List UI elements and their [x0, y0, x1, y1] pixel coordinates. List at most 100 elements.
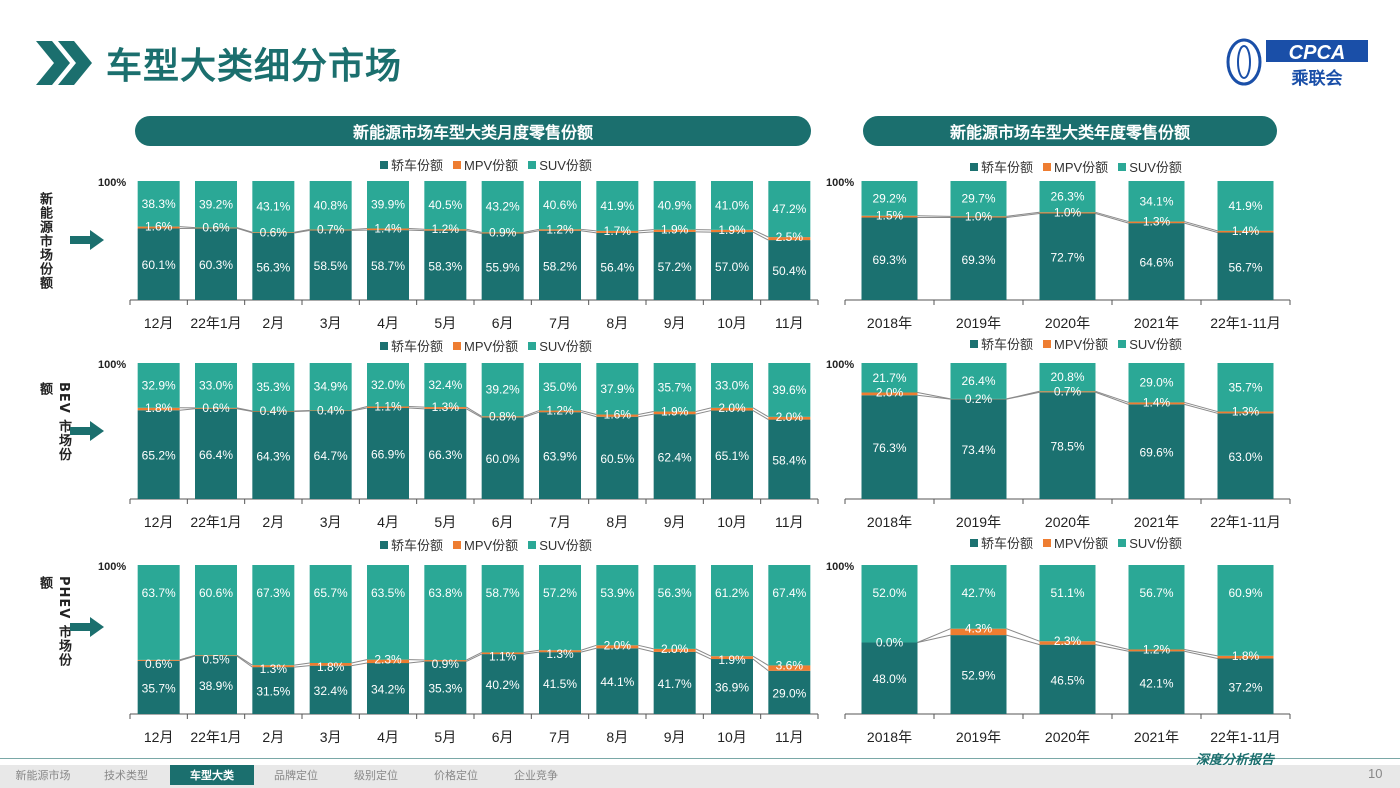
bar-segment-car [367, 408, 409, 499]
data-label-mpv: 1.4% [1143, 395, 1171, 409]
bar-segment-mpv [137, 226, 180, 229]
bar-segment-suv [137, 565, 180, 660]
data-label-mpv: 0.7% [317, 223, 345, 237]
bar-segment-mpv [252, 232, 295, 234]
bar-segment-car [539, 230, 581, 300]
nav-item-class[interactable]: 级别定位 [354, 769, 398, 782]
data-label-suv: 41.0% [715, 198, 749, 212]
data-label-car: 32.4% [314, 684, 348, 698]
data-label-suv: 53.9% [600, 586, 634, 600]
data-label-mpv: 0.8% [489, 409, 517, 423]
bar-segment-mpv [653, 648, 696, 652]
x-tick-label: 2月 [262, 729, 284, 745]
legend-monthly-bev: 轿车份额 MPV份额 SUV份额 [380, 336, 592, 355]
bar-segment-suv [768, 181, 811, 238]
bar-segment-suv [481, 181, 524, 233]
x-tick-label: 2018年 [867, 315, 912, 331]
data-label-suv: 63.7% [142, 586, 176, 600]
bar-segment-mpv [1039, 391, 1096, 393]
legend-monthly-phev: 轿车份额 MPV份额 SUV份额 [380, 535, 592, 554]
data-label-car: 58.3% [428, 259, 462, 273]
data-label-suv: 34.9% [314, 380, 348, 394]
data-label-suv: 40.9% [658, 198, 692, 212]
data-label-car: 46.5% [1050, 673, 1084, 687]
nav-item-vehicle-type[interactable]: 车型大类 [170, 765, 254, 785]
data-label-suv: 58.7% [486, 586, 520, 600]
arrow-right-icon [70, 617, 104, 637]
nav-item-price[interactable]: 价格定位 [434, 769, 478, 782]
nav-item-nev-market[interactable]: 新能源市场 [15, 769, 71, 782]
data-label-car: 57.2% [658, 260, 692, 274]
series-connector-mpv [752, 229, 769, 238]
bar-segment-mpv [137, 659, 180, 661]
data-label-mpv: 0.0% [876, 635, 904, 649]
nav-item-tech-type[interactable]: 技术类型 [104, 769, 148, 782]
bar-segment-car [596, 232, 639, 300]
legend-item-suv: SUV份额 [1118, 334, 1182, 353]
data-label-car: 66.4% [199, 448, 233, 462]
nav-item-competition[interactable]: 企业竞争 [514, 769, 558, 782]
data-label-mpv: 1.9% [661, 405, 689, 419]
bar-segment-suv [367, 363, 409, 407]
data-label-suv: 61.2% [715, 586, 749, 600]
bar-segment-mpv [252, 665, 295, 668]
data-label-suv: 26.4% [961, 374, 995, 388]
data-label-car: 57.0% [715, 260, 749, 274]
bar-segment-mpv [481, 416, 524, 418]
x-tick-label: 2018年 [867, 514, 912, 530]
data-label-suv: 52.0% [872, 586, 906, 600]
data-label-suv: 37.9% [600, 382, 634, 396]
bar-segment-car [309, 411, 352, 499]
bar-segment-suv [653, 565, 696, 649]
series-connector-mpv [695, 648, 712, 657]
series-connector-car [294, 410, 310, 413]
x-tick-label: 22年1-11月 [1210, 315, 1281, 331]
bar-segment-suv [711, 181, 753, 230]
x-tick-label: 7月 [549, 729, 571, 745]
bar-segment-suv [861, 565, 918, 643]
x-tick-label: 8月 [606, 514, 628, 530]
bar-segment-car [137, 228, 180, 300]
bar-segment-mpv [1039, 212, 1096, 214]
series-connector-mpv [466, 406, 482, 417]
bar-segment-mpv [309, 410, 352, 412]
bar-segment-car [1217, 232, 1274, 300]
data-label-car: 58.7% [371, 259, 405, 273]
data-label-mpv: 0.4% [260, 404, 288, 418]
bar-segment-car [424, 230, 467, 300]
data-label-mpv: 1.1% [374, 400, 402, 414]
data-label-suv: 38.3% [142, 197, 176, 211]
data-label-car: 60.5% [600, 452, 634, 466]
series-connector-mpv [752, 655, 769, 666]
data-label-suv: 42.7% [961, 586, 995, 600]
bar-segment-suv [711, 363, 753, 408]
arrow-right-icon [70, 421, 104, 441]
x-tick-label: 4月 [377, 315, 399, 331]
nav-item-brand[interactable]: 品牌定位 [274, 769, 318, 782]
bar-segment-car [367, 230, 409, 300]
series-connector-car [236, 408, 253, 413]
data-label-suv: 33.0% [199, 378, 233, 392]
data-label-mpv: 1.3% [1232, 405, 1260, 419]
data-label-mpv: 1.6% [145, 220, 173, 234]
data-label-suv: 32.0% [371, 378, 405, 392]
x-tick-label: 22年1月 [190, 729, 241, 745]
bar-segment-suv [1128, 181, 1185, 222]
bar-segment-mpv [1039, 641, 1096, 645]
data-label-car: 64.7% [314, 449, 348, 463]
series-connector-mpv [638, 411, 654, 416]
y-tick-label: 100% [826, 177, 854, 189]
data-label-mpv: 0.6% [145, 657, 173, 671]
data-label-suv: 39.2% [486, 383, 520, 397]
bar-segment-mpv [596, 645, 639, 649]
x-tick-label: 5月 [434, 729, 456, 745]
bar-segment-suv [252, 363, 295, 412]
series-connector-car [917, 634, 951, 643]
data-label-suv: 57.2% [543, 586, 577, 600]
data-label-car: 55.9% [486, 261, 520, 275]
series-connector-mpv [351, 659, 368, 664]
x-tick-label: 22年1-11月 [1210, 514, 1281, 530]
series-connector-car [752, 658, 769, 672]
series-connector-car [1184, 650, 1218, 660]
bar-segment-mpv [539, 650, 581, 653]
